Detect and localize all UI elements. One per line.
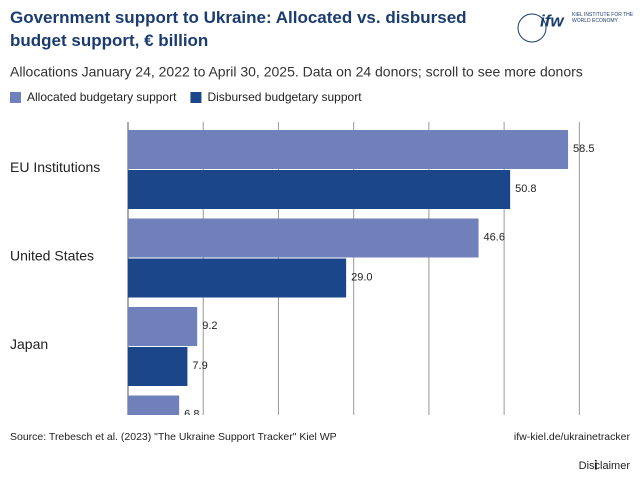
info-icon[interactable]: i	[594, 457, 598, 472]
bar	[128, 258, 347, 298]
bar	[128, 130, 569, 169]
logo: ifw	[517, 11, 565, 43]
value-label: 50.8	[515, 183, 536, 195]
bar	[128, 170, 511, 209]
disclaimer[interactable]: Disclaimer	[579, 460, 631, 472]
legend-swatch	[10, 92, 21, 103]
bar	[128, 395, 180, 415]
value-label: 7.9	[192, 360, 207, 372]
y-tick-label: United States	[10, 247, 94, 263]
plot: EU Institutions 58.5 50.8 United States 46.6…	[10, 122, 594, 420]
value-label: 46.6	[484, 231, 505, 243]
source: Source: Trebesch et al. (2023) "The Ukra…	[10, 431, 337, 443]
logo-text-box: KIEL INSTITUTE FOR THE WORLD ECONOMY	[572, 12, 634, 24]
legend-label: Disbursed budgetary support	[207, 90, 362, 104]
bar	[128, 218, 479, 258]
chart-title: Government support to Ukraine: Allocated…	[10, 8, 467, 50]
link[interactable]: ifw-kiel.de/ukrainetracker	[514, 431, 631, 443]
value-label: 6.8	[184, 408, 199, 420]
logo-text: KIEL INSTITUTE FOR THE WORLD ECONOMY	[572, 12, 634, 24]
value-label: 29.0	[351, 271, 372, 283]
logo-globe	[517, 13, 547, 43]
legend-label: Allocated budgetary support	[27, 90, 177, 104]
value-label: 58.5	[573, 143, 594, 155]
logo-mark: ifw	[540, 11, 565, 30]
y-tick-label: EU Institutions	[10, 159, 100, 175]
subtitle: Allocations January 24, 2022 to April 30…	[10, 64, 583, 80]
legend-swatch	[190, 92, 202, 103]
value-label: 9.2	[202, 320, 217, 332]
y-tick-label: Japan	[10, 336, 48, 352]
bar	[128, 307, 198, 346]
bar	[128, 347, 188, 386]
